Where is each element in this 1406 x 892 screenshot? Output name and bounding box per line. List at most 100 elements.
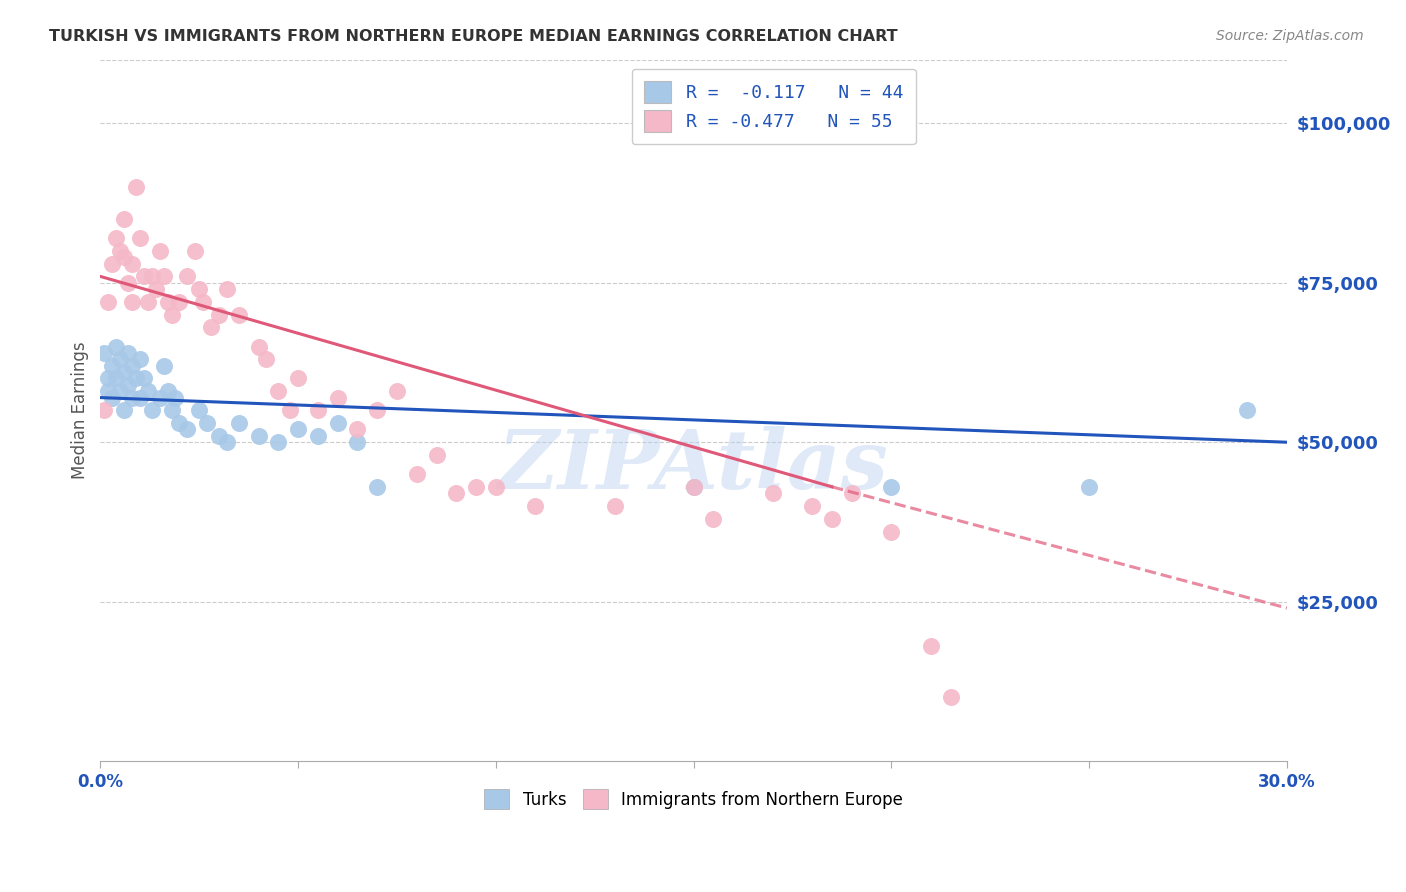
Point [112,250,135,264]
Point [228,416,250,430]
Point [136,384,159,399]
Point [188,403,211,417]
Point [101,257,124,271]
Point [97,384,120,399]
Point [193,294,215,309]
Point [169,416,191,430]
Point [93,403,115,417]
Point [112,212,135,227]
Point [112,403,135,417]
Point [101,391,124,405]
Point [97,371,120,385]
Point [485,480,508,494]
Point [149,391,172,405]
Point [385,384,408,399]
Text: ZIPAtlas: ZIPAtlas [498,426,889,507]
Point [125,180,148,194]
Point [121,391,143,405]
Point [326,391,349,405]
Point [405,467,427,482]
Point [195,416,218,430]
Point [366,403,388,417]
Point [105,340,128,354]
Point [939,690,962,705]
Point [682,480,704,494]
Point [247,340,270,354]
Point [160,308,183,322]
Point [702,512,724,526]
Point [152,269,174,284]
Point [762,486,785,500]
Point [176,422,198,436]
Point [169,294,191,309]
Point [117,276,139,290]
Point [346,422,368,436]
Point [880,480,903,494]
Point [920,640,942,654]
Point [880,524,903,539]
Point [117,346,139,360]
Point [108,384,131,399]
Point [200,320,222,334]
Point [524,499,547,513]
Point [465,480,488,494]
Point [129,231,152,245]
Point [287,422,309,436]
Point [149,244,172,258]
Point [215,435,238,450]
Point [101,359,124,373]
Point [184,244,207,258]
Point [93,346,115,360]
Point [145,282,167,296]
Point [801,499,824,513]
Point [208,308,231,322]
Point [228,308,250,322]
Point [346,435,368,450]
Point [188,282,211,296]
Point [121,294,143,309]
Point [108,244,131,258]
Point [215,282,238,296]
Point [165,391,187,405]
Point [125,371,148,385]
Point [156,294,179,309]
Point [1078,480,1101,494]
Point [112,365,135,379]
Point [156,384,179,399]
Point [132,371,155,385]
Point [821,512,844,526]
Point [307,403,329,417]
Point [682,480,704,494]
Text: TURKISH VS IMMIGRANTS FROM NORTHERN EUROPE MEDIAN EARNINGS CORRELATION CHART: TURKISH VS IMMIGRANTS FROM NORTHERN EURO… [49,29,898,44]
Point [1236,403,1258,417]
Point [278,403,301,417]
Point [129,391,152,405]
Point [176,269,198,284]
Point [105,231,128,245]
Point [307,429,329,443]
Point [152,359,174,373]
Point [121,257,143,271]
Point [97,294,120,309]
Legend: Turks, Immigrants from Northern Europe: Turks, Immigrants from Northern Europe [478,782,910,816]
Point [366,480,388,494]
Point [141,269,163,284]
Point [136,294,159,309]
Point [121,359,143,373]
Point [425,448,447,462]
Point [256,352,278,367]
Point [326,416,349,430]
Point [208,429,231,443]
Point [160,403,183,417]
Text: Source: ZipAtlas.com: Source: ZipAtlas.com [1216,29,1364,43]
Point [267,435,290,450]
Point [267,384,290,399]
Y-axis label: Median Earnings: Median Earnings [72,342,89,479]
Point [603,499,626,513]
Point [841,486,863,500]
Point [132,269,155,284]
Point [287,371,309,385]
Point [129,352,152,367]
Point [117,377,139,392]
Point [105,371,128,385]
